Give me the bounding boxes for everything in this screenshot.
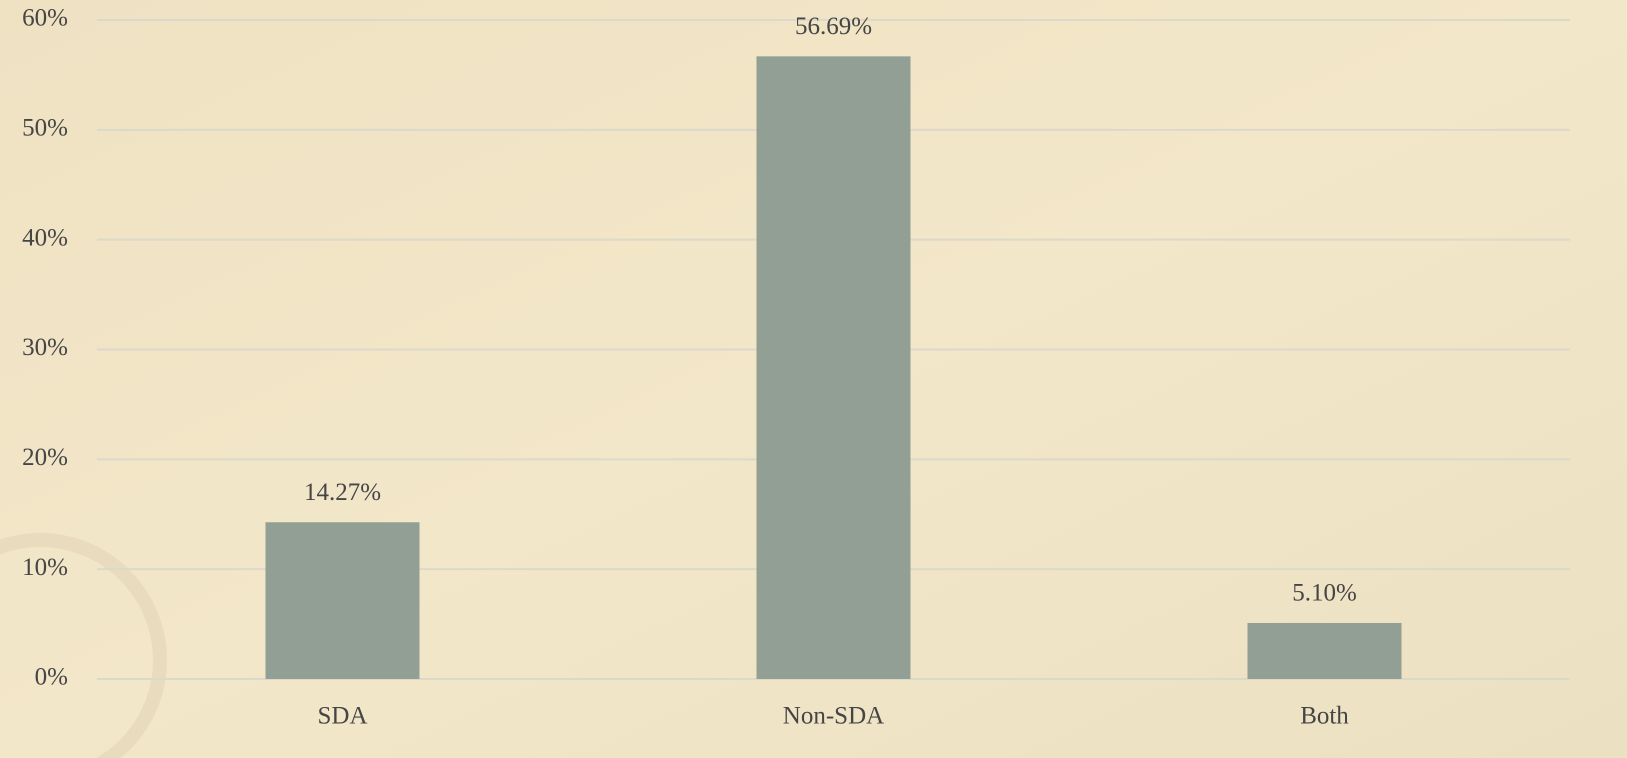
y-tick-label: 30% <box>22 334 68 361</box>
y-tick-label: 0% <box>35 664 68 691</box>
compass-decoration <box>0 533 167 758</box>
x-tick-label: Non-SDA <box>783 703 884 730</box>
y-tick-label: 40% <box>22 224 68 251</box>
bar <box>265 522 420 679</box>
x-tick-label: SDA <box>317 703 367 730</box>
y-tick-label: 50% <box>22 115 68 142</box>
y-tick-label: 20% <box>22 444 68 471</box>
data-label: 5.10% <box>1292 580 1357 607</box>
data-label: 14.27% <box>304 479 381 506</box>
bar <box>756 56 911 679</box>
x-tick-label: Both <box>1300 703 1349 730</box>
y-tick-label: 60% <box>22 5 68 32</box>
y-tick-label: 10% <box>22 554 68 581</box>
bar <box>1247 622 1402 679</box>
data-label: 56.69% <box>795 13 872 40</box>
